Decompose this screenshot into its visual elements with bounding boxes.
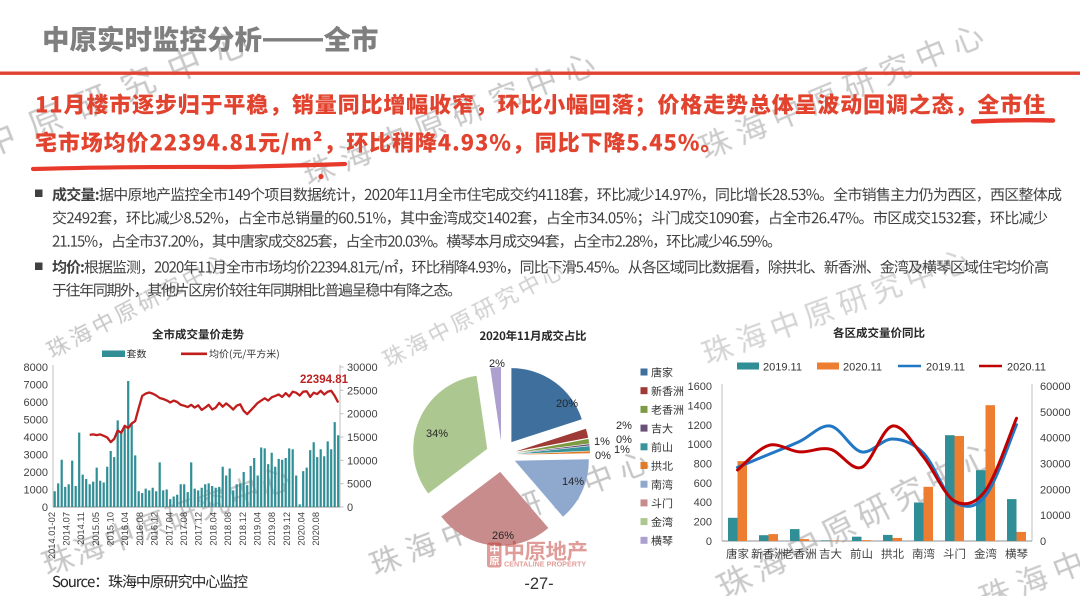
svg-text:8000: 8000 bbox=[24, 362, 48, 374]
svg-text:2018.08: 2018.08 bbox=[223, 512, 233, 546]
svg-text:0: 0 bbox=[42, 502, 48, 514]
svg-text:2019.04: 2019.04 bbox=[253, 512, 263, 546]
svg-text:1000: 1000 bbox=[24, 485, 48, 497]
svg-text:50000: 50000 bbox=[1040, 407, 1071, 419]
svg-text:1200: 1200 bbox=[688, 420, 712, 432]
svg-text:2017.12: 2017.12 bbox=[194, 512, 204, 546]
svg-text:2018.12: 2018.12 bbox=[238, 512, 248, 546]
svg-text:2020.08: 2020.08 bbox=[311, 512, 321, 546]
svg-text:2014.07: 2014.07 bbox=[62, 512, 72, 546]
svg-text:CENTALINE PROPERTY: CENTALINE PROPERTY bbox=[504, 560, 586, 569]
svg-text:2019.08: 2019.08 bbox=[267, 512, 277, 546]
svg-text:2019.11: 2019.11 bbox=[926, 362, 965, 374]
svg-text:20000: 20000 bbox=[1040, 484, 1071, 496]
svg-text:14%: 14% bbox=[562, 476, 584, 488]
svg-text:26%: 26% bbox=[492, 530, 514, 542]
svg-text:1%: 1% bbox=[594, 436, 610, 448]
svg-text:2016.12: 2016.12 bbox=[150, 512, 160, 546]
svg-text:5000: 5000 bbox=[24, 415, 48, 427]
svg-text:20000: 20000 bbox=[347, 409, 378, 421]
svg-text:2020.11: 2020.11 bbox=[1007, 362, 1046, 374]
svg-text:60000: 60000 bbox=[1040, 381, 1071, 393]
svg-text:0: 0 bbox=[706, 536, 712, 548]
svg-text:800: 800 bbox=[694, 459, 712, 471]
svg-text:30000: 30000 bbox=[1040, 459, 1071, 471]
svg-text:34%: 34% bbox=[426, 428, 448, 440]
svg-text:2020.11: 2020.11 bbox=[843, 362, 882, 374]
svg-text:1%: 1% bbox=[614, 444, 630, 456]
svg-text:2017.08: 2017.08 bbox=[179, 512, 189, 546]
svg-text:2015.05: 2015.05 bbox=[91, 512, 101, 546]
svg-text:1400: 1400 bbox=[688, 400, 712, 412]
svg-text:20%: 20% bbox=[556, 398, 578, 410]
svg-text:10000: 10000 bbox=[1040, 510, 1071, 522]
svg-text:5000: 5000 bbox=[347, 479, 371, 491]
svg-text:2017.04: 2017.04 bbox=[164, 512, 174, 546]
svg-text:2%: 2% bbox=[489, 358, 505, 370]
svg-text:3000: 3000 bbox=[24, 450, 48, 462]
svg-text:0: 0 bbox=[1040, 536, 1046, 548]
svg-text:2000: 2000 bbox=[24, 467, 48, 479]
svg-text:2014.01-02: 2014.01-02 bbox=[47, 512, 57, 559]
svg-text:0%: 0% bbox=[595, 450, 611, 462]
svg-text:30000: 30000 bbox=[347, 362, 378, 374]
svg-text:1000: 1000 bbox=[688, 439, 712, 451]
svg-text:2014.11: 2014.11 bbox=[76, 512, 86, 545]
svg-text:2%: 2% bbox=[616, 420, 632, 432]
svg-text:2019.12: 2019.12 bbox=[282, 512, 292, 546]
svg-text:-27-: -27- bbox=[524, 575, 553, 593]
svg-text:40000: 40000 bbox=[1040, 433, 1071, 445]
svg-text:15000: 15000 bbox=[347, 432, 378, 444]
svg-text:10000: 10000 bbox=[347, 455, 378, 467]
svg-text:6000: 6000 bbox=[24, 397, 48, 409]
svg-text:2016.04: 2016.04 bbox=[120, 512, 130, 546]
svg-text:400: 400 bbox=[694, 497, 712, 509]
svg-text:7000: 7000 bbox=[24, 380, 48, 392]
svg-text:2019.11: 2019.11 bbox=[763, 362, 802, 374]
svg-text:2020.04: 2020.04 bbox=[297, 512, 307, 546]
svg-text:25000: 25000 bbox=[347, 385, 378, 397]
svg-text:2015.10: 2015.10 bbox=[106, 512, 116, 546]
svg-text:600: 600 bbox=[694, 478, 712, 490]
svg-text:22394.81: 22394.81 bbox=[300, 374, 349, 386]
svg-text:0%: 0% bbox=[616, 434, 632, 446]
svg-text:2016.08: 2016.08 bbox=[135, 512, 145, 546]
svg-text:0: 0 bbox=[347, 502, 353, 514]
svg-text:1600: 1600 bbox=[688, 381, 712, 393]
svg-text:2018.04: 2018.04 bbox=[208, 512, 218, 546]
svg-text:4000: 4000 bbox=[24, 432, 48, 444]
svg-text:200: 200 bbox=[694, 517, 712, 529]
